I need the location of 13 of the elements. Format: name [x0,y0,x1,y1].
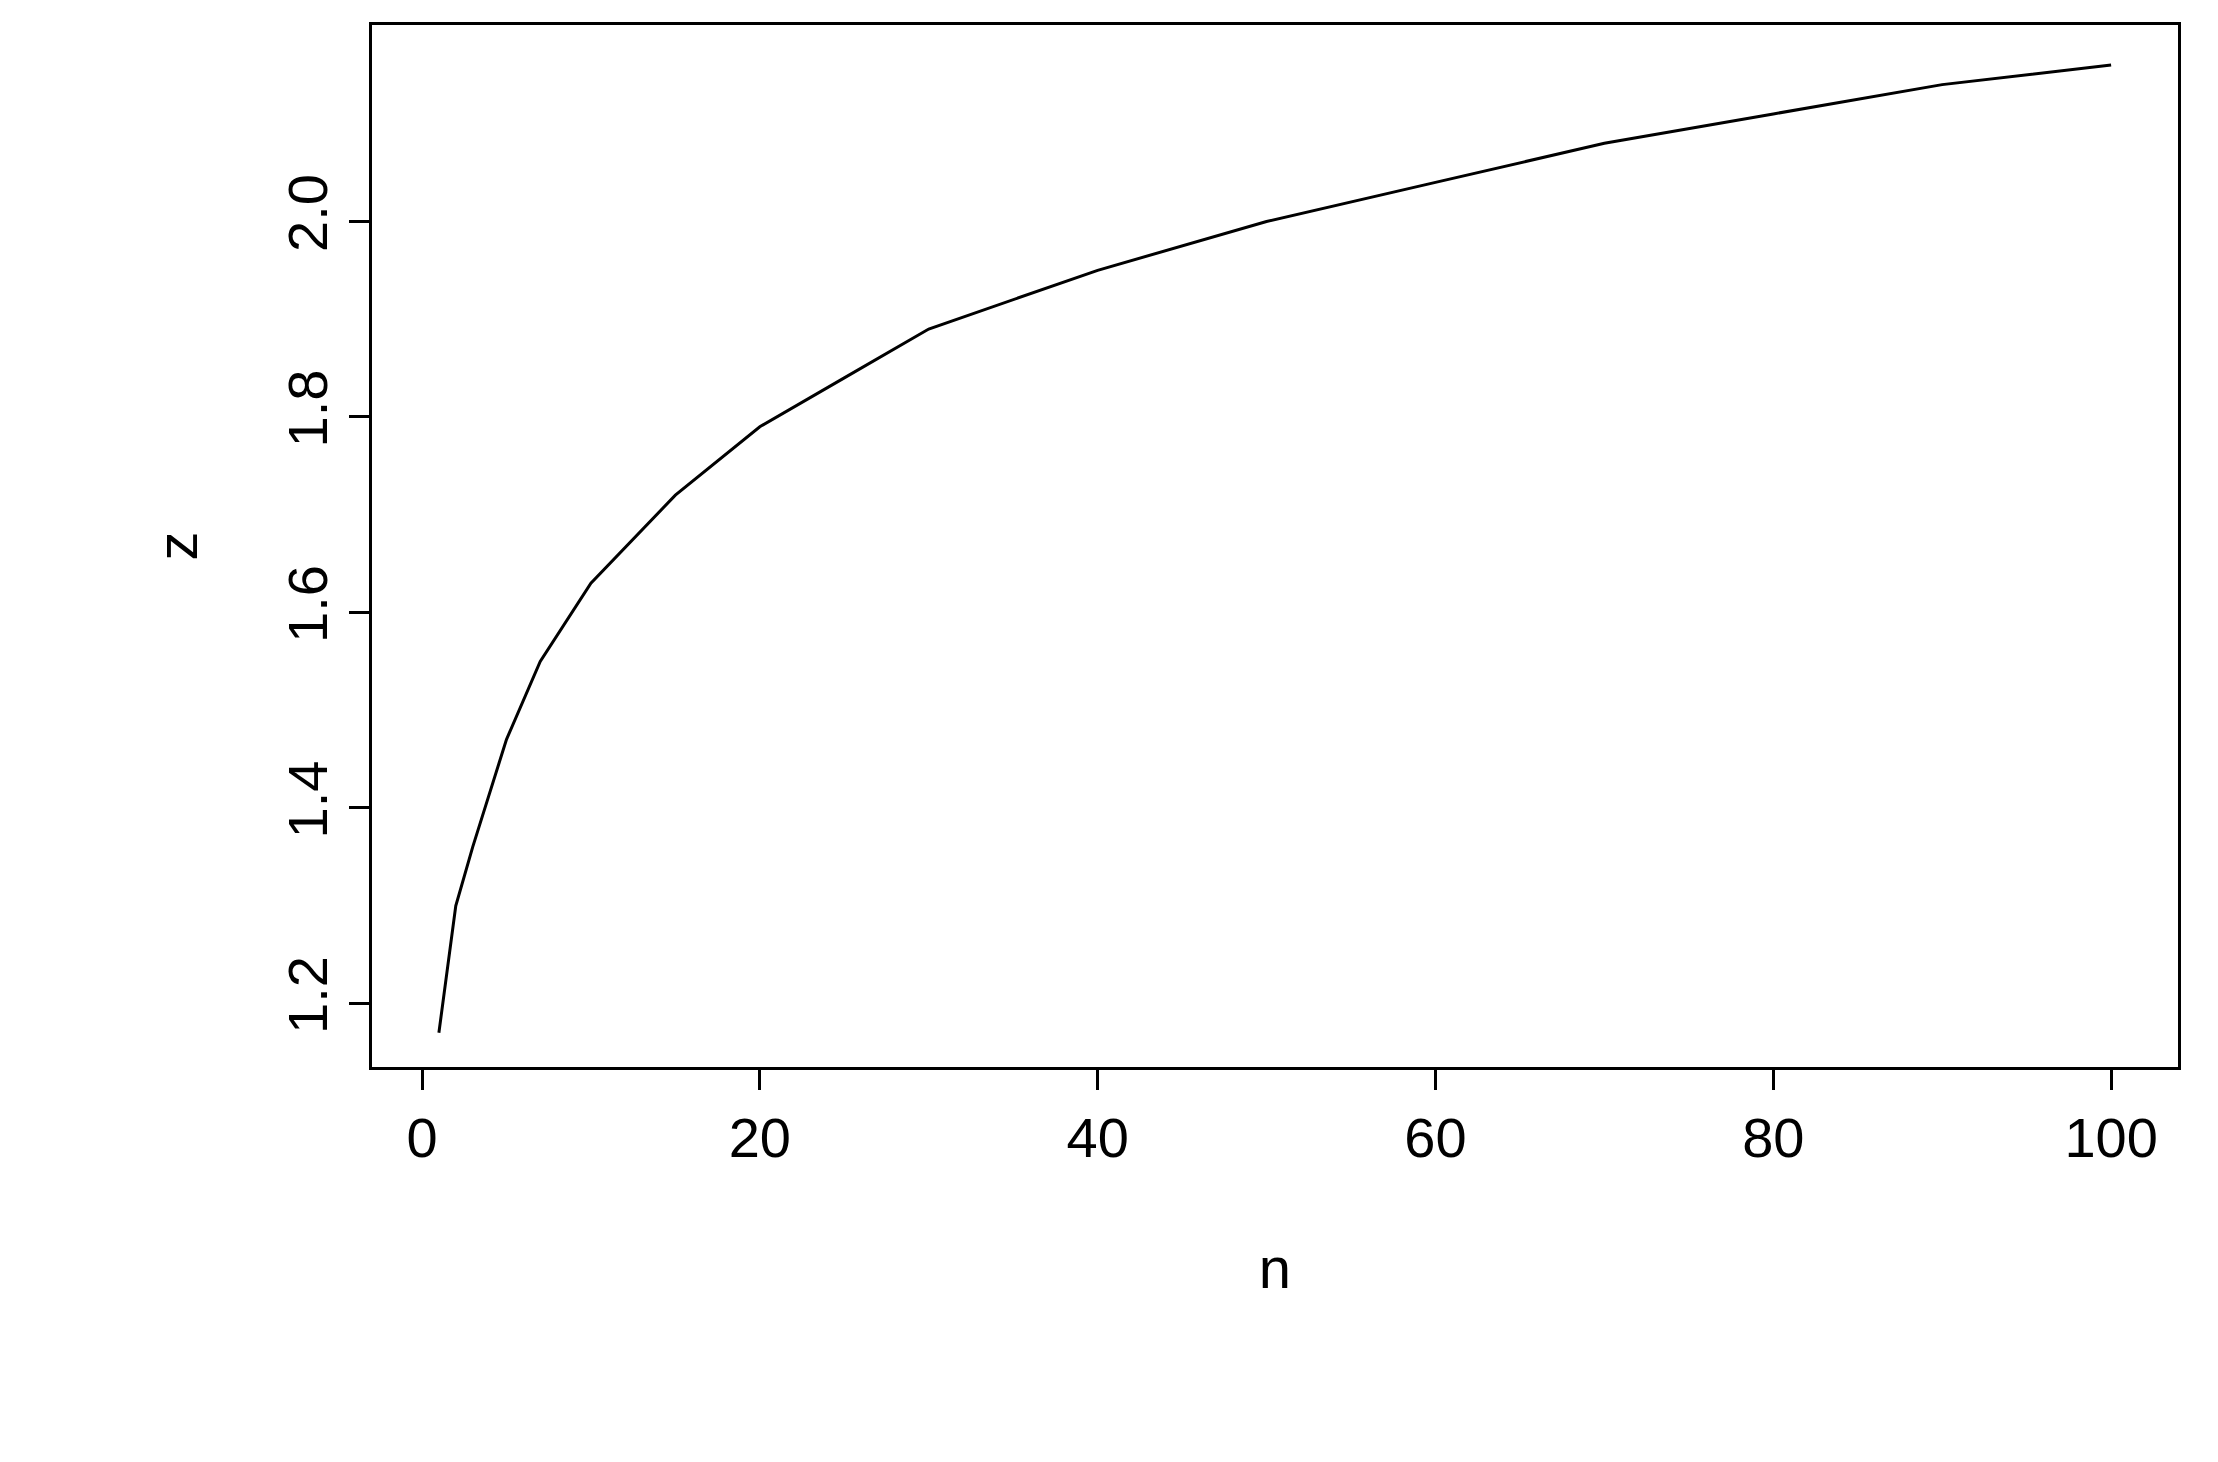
x-tick-label: 20 [728,1106,791,1170]
y-tick-label: 1.4 [275,760,339,839]
y-axis-title: z [143,531,209,561]
x-tick-label: 0 [406,1106,438,1170]
x-axis-title: n [1258,1235,1292,1301]
x-tick-label: 80 [1742,1106,1805,1170]
y-tick-label: 2.0 [275,174,339,252]
y-tick-label: 1.8 [275,369,339,448]
x-tick-label: 60 [1404,1106,1467,1170]
y-tick-label: 1.6 [275,565,339,643]
y-tick-label: 1.2 [275,956,339,1034]
x-tick-label: 40 [1066,1106,1129,1170]
x-tick-label: 100 [2064,1106,2158,1170]
